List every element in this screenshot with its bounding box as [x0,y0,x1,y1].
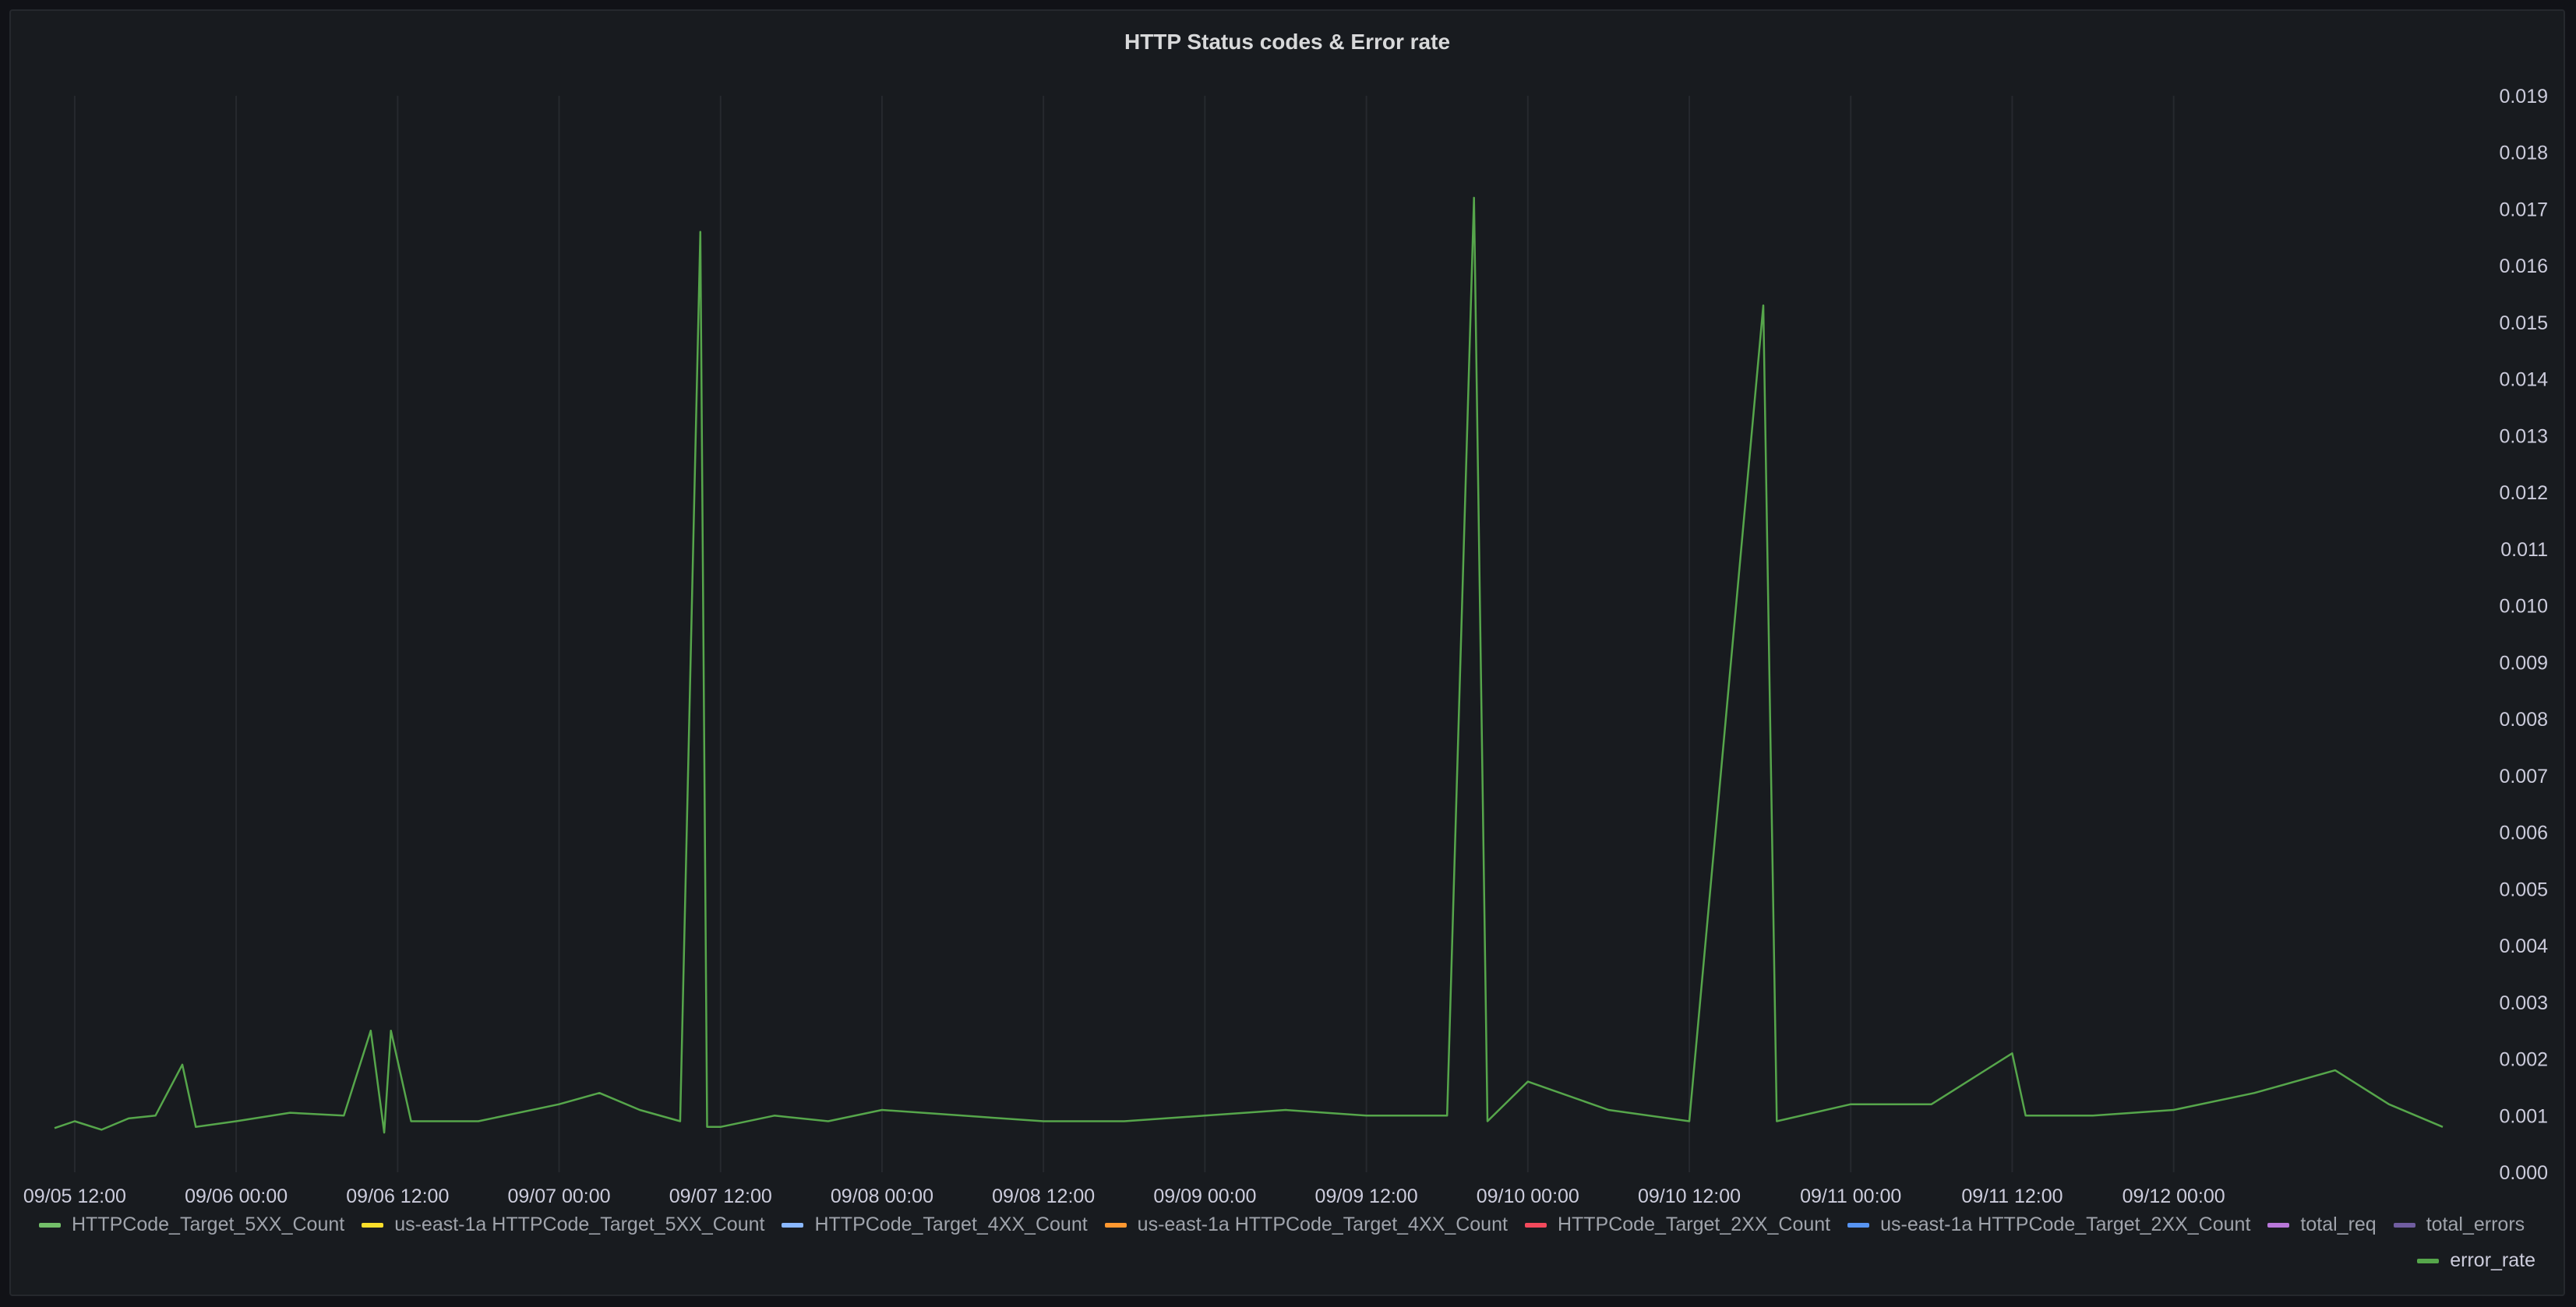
legend-swatch [2267,1222,2290,1228]
legend-item[interactable]: HTTPCode_Target_4XX_Count [782,1214,1088,1236]
x-tick-label: 09/08 00:00 [831,1185,933,1207]
legend-item-error-rate[interactable]: error_rate [2417,1249,2535,1272]
legend: HTTPCode_Target_5XX_Count us-east-1a HTTP… [39,1214,2532,1236]
chart-panel: HTTP Status codes & Error rate [9,9,2565,1296]
legend-label: HTTPCode_Target_4XX_Count [814,1214,1088,1235]
y-tick-label: 0.013 [2499,425,2548,447]
legend-item[interactable]: us-east-1a HTTPCode_Target_2XX_Count [1847,1214,2250,1236]
legend-label: total_errors [2426,1214,2525,1235]
y-tick-label: 0.010 [2499,596,2548,618]
y-tick-label: 0.019 [2499,86,2548,107]
x-tick-label: 09/11 00:00 [1800,1185,1901,1207]
series-line-error-rate [54,196,2444,1134]
legend-item[interactable]: total_req [2267,1214,2377,1236]
chart-title: HTTP Status codes & Error rate [1124,30,1451,54]
legend-item[interactable]: HTTPCode_Target_2XX_Count [1524,1214,1831,1236]
legend-label: us-east-1a HTTPCode_Target_5XX_Count [394,1214,765,1235]
legend-label: error_rate [2450,1249,2535,1271]
y-tick-label: 0.014 [2499,369,2548,391]
y-tick-label: 0.017 [2499,199,2548,220]
y-tick-label: 0.006 [2499,823,2548,844]
legend-label: HTTPCode_Target_5XX_Count [72,1214,345,1235]
legend-label: HTTPCode_Target_2XX_Count [1557,1214,1831,1235]
y-tick-label: 0.018 [2499,143,2548,164]
y-tick-label: 0.008 [2499,709,2548,731]
legend-swatch [39,1222,61,1228]
legend-item[interactable]: HTTPCode_Target_5XX_Count [39,1214,344,1236]
y-tick-label: 0.005 [2499,879,2548,900]
y-tick-label: 0.002 [2499,1049,2548,1071]
x-tick-label: 09/06 12:00 [346,1185,449,1207]
x-tick-label: 09/08 12:00 [992,1185,1095,1207]
legend-item[interactable]: us-east-1a HTTPCode_Target_5XX_Count [362,1214,764,1236]
legend-item[interactable]: total_errors [2393,1214,2525,1236]
y-tick-label: 0.015 [2499,312,2548,334]
legend-swatch [1524,1222,1547,1228]
x-tick-label: 09/05 12:00 [23,1185,126,1207]
legend-swatch [782,1222,804,1228]
y-tick-label: 0.003 [2499,992,2548,1014]
x-tick-label: 09/07 12:00 [669,1185,772,1207]
legend-label: us-east-1a HTTPCode_Target_4XX_Count [1137,1214,1508,1235]
y-tick-label: 0.011 [2500,539,2548,561]
y-tick-label: 0.004 [2499,935,2548,957]
y-tick-label: 0.000 [2499,1162,2548,1184]
legend-label: total_req [2300,1214,2377,1235]
y-tick-label: 0.007 [2499,766,2548,787]
legend-swatch [2417,1258,2440,1263]
y-tick-label: 0.009 [2499,652,2548,674]
x-tick-label: 09/11 12:00 [1961,1185,2063,1207]
legend-item[interactable]: us-east-1a HTTPCode_Target_4XX_Count [1104,1214,1508,1236]
y-tick-label: 0.001 [2499,1105,2548,1127]
legend-swatch [1847,1222,1870,1228]
legend-swatch [362,1222,384,1228]
x-tick-label: 09/12 00:00 [2123,1185,2225,1207]
y-tick-label: 0.012 [2499,482,2548,504]
x-tick-label: 09/09 12:00 [1315,1185,1418,1207]
legend-label: us-east-1a HTTPCode_Target_2XX_Count [1880,1214,2251,1235]
legend-swatch [2393,1222,2415,1228]
y-tick-label: 0.016 [2499,255,2548,277]
x-tick-label: 09/06 00:00 [185,1185,288,1207]
x-tick-label: 09/07 00:00 [507,1185,610,1207]
legend-swatch [1104,1222,1127,1228]
x-tick-label: 09/10 12:00 [1638,1185,1741,1207]
x-tick-label: 09/10 00:00 [1477,1185,1579,1207]
x-tick-label: 09/09 00:00 [1153,1185,1256,1207]
